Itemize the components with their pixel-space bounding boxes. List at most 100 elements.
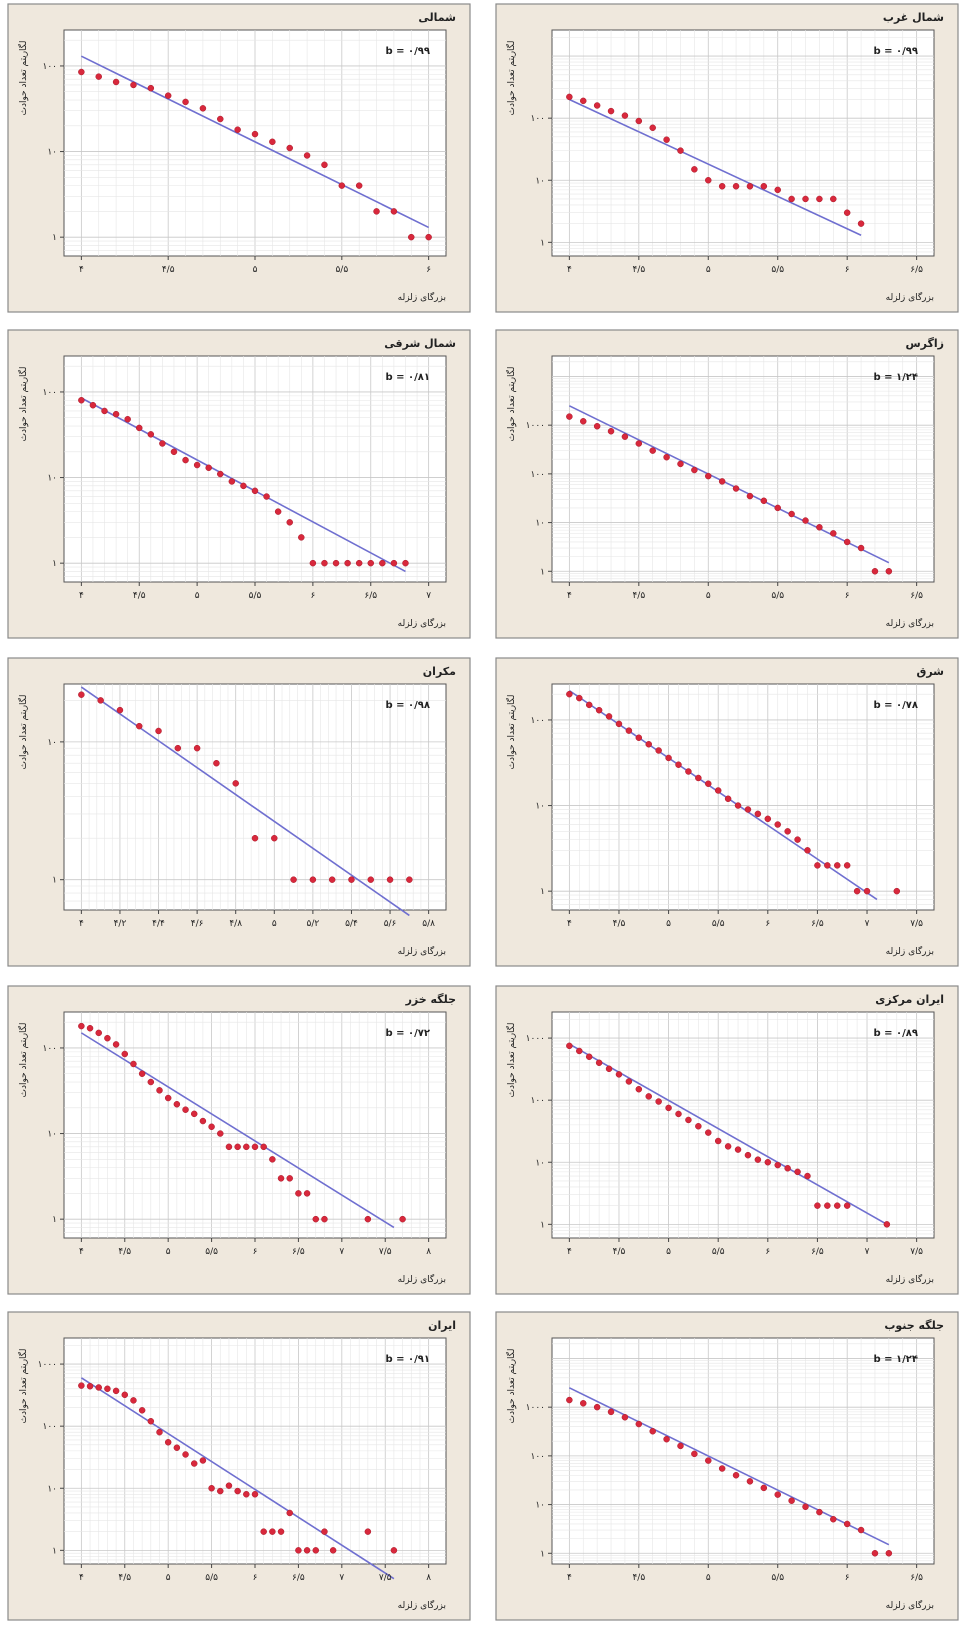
data-point: [566, 1042, 573, 1050]
data-point: [705, 1129, 712, 1136]
data-point: [593, 422, 601, 430]
x-tick-label: ۵/۵: [712, 919, 725, 929]
y-tick-label: ۱۰: [47, 1484, 57, 1494]
data-points: [566, 1396, 893, 1557]
data-point: [86, 1382, 94, 1390]
data-point: [338, 182, 346, 189]
data-point: [607, 427, 615, 435]
x-tick-label: ۵: [253, 265, 258, 275]
x-tick-label: ۴: [567, 591, 572, 601]
chart-panel-3: ۴ ۴/۵ ۵ ۵/۵ ۶ ۶/۵ ۱ ۱۰ ۱۰۰ ۱۰۰۰ زاگرس b = ۱/۲۴ بزرگا…: [495, 329, 959, 639]
data-point: [663, 136, 670, 143]
data-point: [269, 1156, 276, 1163]
data-point: [724, 795, 732, 803]
data-point: [156, 1428, 163, 1436]
x-tick-label: ۶/۵: [292, 1247, 305, 1257]
x-tick-label: ۶/۵: [811, 1247, 824, 1257]
plot-area: [551, 1337, 935, 1565]
data-point: [355, 559, 363, 567]
data-point: [251, 1143, 259, 1151]
data-point: [328, 876, 336, 883]
y-axis-label: لگاریتم تعداد حوادث: [17, 40, 29, 115]
data-point: [156, 1087, 163, 1094]
data-point: [251, 834, 259, 842]
data-point: [830, 195, 837, 203]
x-tick-label: ۴/۵: [133, 591, 146, 601]
b-value-label: b = ۰/۹۸: [386, 700, 430, 711]
x-tick-label: ۵: [666, 919, 671, 929]
data-point: [112, 1387, 120, 1395]
x-tick-label: ۴/۶: [191, 919, 204, 929]
x-tick-label: ۵/۵: [771, 265, 784, 275]
data-point: [208, 1485, 215, 1492]
data-point: [130, 1397, 137, 1404]
x-tick-label: ۶: [765, 1247, 770, 1257]
data-points: [78, 68, 432, 241]
data-point: [243, 1143, 250, 1151]
data-point: [97, 697, 104, 704]
data-point: [138, 1070, 146, 1077]
data-point: [595, 1059, 603, 1067]
grid: [64, 356, 446, 582]
fit-line: [81, 55, 429, 229]
chart-title: مکران: [423, 665, 456, 678]
grid: [552, 684, 934, 910]
x-axis-label: بزرگای زلزله: [886, 945, 934, 957]
b-value-label: b = ۰/۸۱: [386, 372, 430, 383]
x-axis-label: بزرگای زلزله: [398, 945, 446, 957]
data-point: [732, 485, 740, 492]
data-point: [329, 1547, 337, 1554]
chart-title: ایران مرکزی: [875, 993, 944, 1006]
data-point: [691, 166, 698, 173]
data-point: [269, 1528, 276, 1535]
data-point: [290, 876, 297, 883]
data-point: [173, 1444, 181, 1451]
chart-title: شرق: [917, 665, 945, 678]
data-point: [788, 510, 795, 518]
data-point: [135, 424, 143, 432]
data-point: [190, 1460, 198, 1467]
data-point: [883, 1221, 891, 1228]
data-point: [193, 744, 201, 752]
data-point: [677, 1442, 684, 1450]
data-point: [213, 759, 220, 767]
x-tick-label: ۵: [166, 1573, 171, 1583]
y-tick-label: ۱: [52, 233, 57, 243]
y-tick-label: ۱۰: [47, 738, 57, 748]
data-point: [174, 744, 182, 752]
data-point: [695, 774, 702, 782]
data-point: [321, 559, 328, 567]
x-tick-label: ۶: [845, 1573, 850, 1583]
data-point: [705, 177, 712, 184]
y-tick-label: ۱۰۰۰: [38, 1360, 57, 1370]
data-point: [655, 1098, 662, 1105]
data-point: [843, 1202, 851, 1209]
data-point: [155, 727, 162, 735]
x-tick-label: ۷: [339, 1247, 344, 1257]
x-tick-label: ۴/۸: [229, 919, 242, 929]
y-tick-label: ۱۰۰: [530, 470, 545, 480]
x-tick-label: ۸: [426, 1247, 431, 1257]
data-point: [691, 1450, 698, 1458]
grid: [552, 30, 934, 256]
data-point: [816, 195, 823, 203]
data-point: [309, 876, 317, 883]
data-point: [321, 161, 328, 169]
data-point: [774, 1161, 781, 1169]
data-point: [130, 1060, 137, 1068]
data-point: [193, 461, 201, 469]
y-tick-label: ۱۰: [535, 1158, 545, 1168]
fit-line: [569, 98, 862, 236]
x-tick-label: ۶: [845, 591, 850, 601]
data-points: [78, 397, 409, 567]
y-tick-label: ۱۰: [535, 802, 545, 812]
data-point: [744, 806, 752, 813]
x-tick-label: ۵: [166, 1247, 171, 1257]
data-point: [138, 1407, 146, 1414]
y-tick-label: ۱۰۰: [530, 1452, 545, 1462]
x-tick-label: ۵: [706, 1573, 711, 1583]
chart-title: زاگرس: [905, 337, 944, 350]
data-point: [746, 183, 754, 190]
data-point: [675, 1110, 682, 1118]
data-point: [714, 787, 722, 794]
